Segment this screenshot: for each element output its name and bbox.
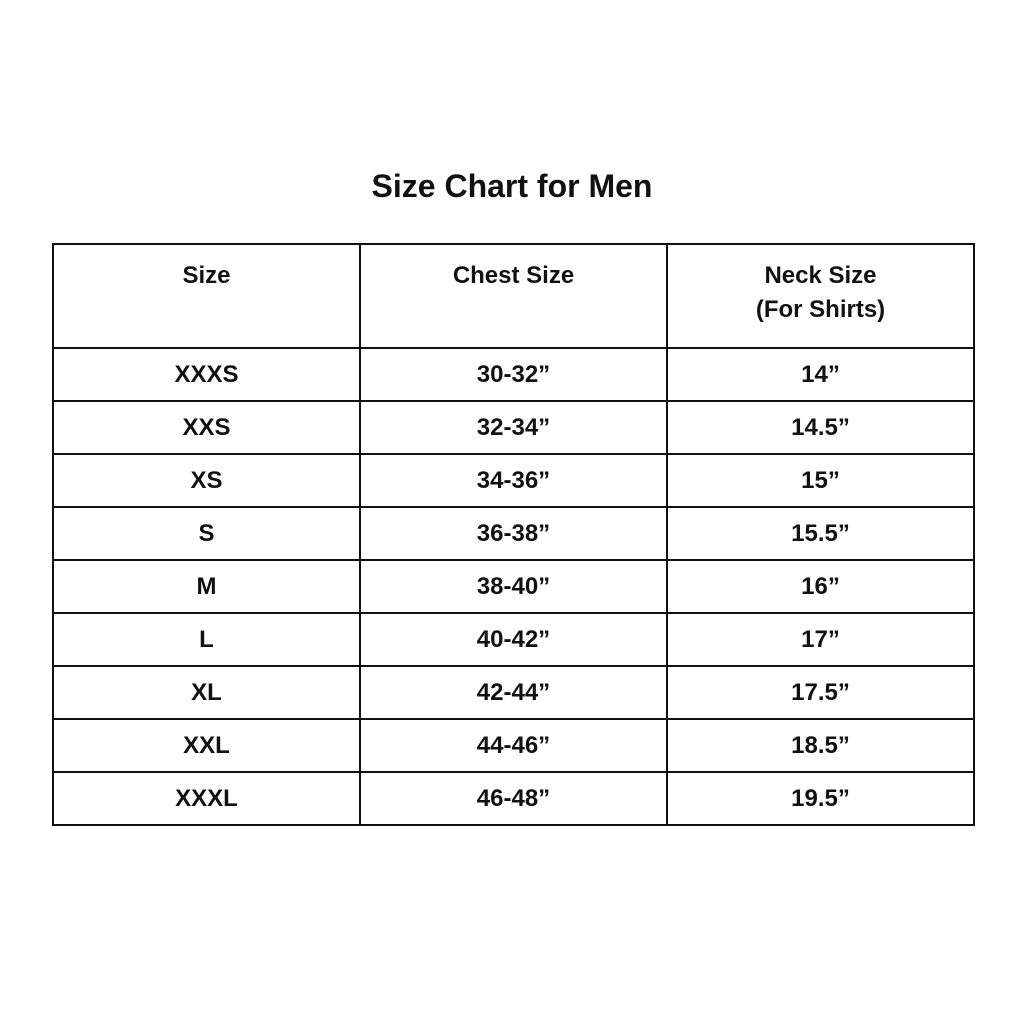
chest-size-cell: 36-38”	[359, 506, 668, 561]
neck-size-cell: 17.5”	[666, 665, 975, 720]
neck-size-cell: 16”	[666, 559, 975, 614]
chest-size-cell: 34-36”	[359, 453, 668, 508]
size-cell: XXXS	[52, 347, 361, 402]
size-cell: XXL	[52, 718, 361, 773]
neck-size-cell: 19.5”	[666, 771, 975, 826]
neck-size-cell: 14”	[666, 347, 975, 402]
neck-size-cell: 14.5”	[666, 400, 975, 455]
size-cell: XXXL	[52, 771, 361, 826]
header-neck-size-label: Neck Size	[764, 262, 877, 289]
size-chart-table: Size Chest Size Neck Size (For Shirts) X…	[52, 243, 975, 826]
table-row: XS 34-36” 15”	[52, 453, 975, 508]
size-cell: XL	[52, 665, 361, 720]
table-row: XL 42-44” 17.5”	[52, 665, 975, 720]
size-cell: XXS	[52, 400, 361, 455]
chest-size-cell: 38-40”	[359, 559, 668, 614]
chest-size-cell: 44-46”	[359, 718, 668, 773]
table-row: XXXS 30-32” 14”	[52, 347, 975, 402]
table-row: M 38-40” 16”	[52, 559, 975, 614]
neck-size-cell: 15”	[666, 453, 975, 508]
size-cell: M	[52, 559, 361, 614]
size-cell: L	[52, 612, 361, 667]
table-row: XXS 32-34” 14.5”	[52, 400, 975, 455]
chest-size-cell: 46-48”	[359, 771, 668, 826]
page-title: Size Chart for Men	[371, 168, 653, 204]
header-neck-size-sublabel: (For Shirts)	[755, 296, 886, 323]
table-row: L 40-42” 17”	[52, 612, 975, 667]
header-row: Size Chest Size Neck Size (For Shirts)	[52, 243, 975, 349]
size-cell: XS	[52, 453, 361, 508]
header-size: Size	[52, 243, 361, 349]
chest-size-cell: 32-34”	[359, 400, 668, 455]
neck-size-cell: 18.5”	[666, 718, 975, 773]
chest-size-cell: 40-42”	[359, 612, 668, 667]
neck-size-cell: 17”	[666, 612, 975, 667]
table-row: XXL 44-46” 18.5”	[52, 718, 975, 773]
size-cell: S	[52, 506, 361, 561]
header-neck-size: Neck Size (For Shirts)	[666, 243, 975, 349]
neck-size-cell: 15.5”	[666, 506, 975, 561]
chest-size-cell: 42-44”	[359, 665, 668, 720]
table-row: S 36-38” 15.5”	[52, 506, 975, 561]
header-chest-size: Chest Size	[359, 243, 668, 349]
chest-size-cell: 30-32”	[359, 347, 668, 402]
table-row: XXXL 46-48” 19.5”	[52, 771, 975, 826]
